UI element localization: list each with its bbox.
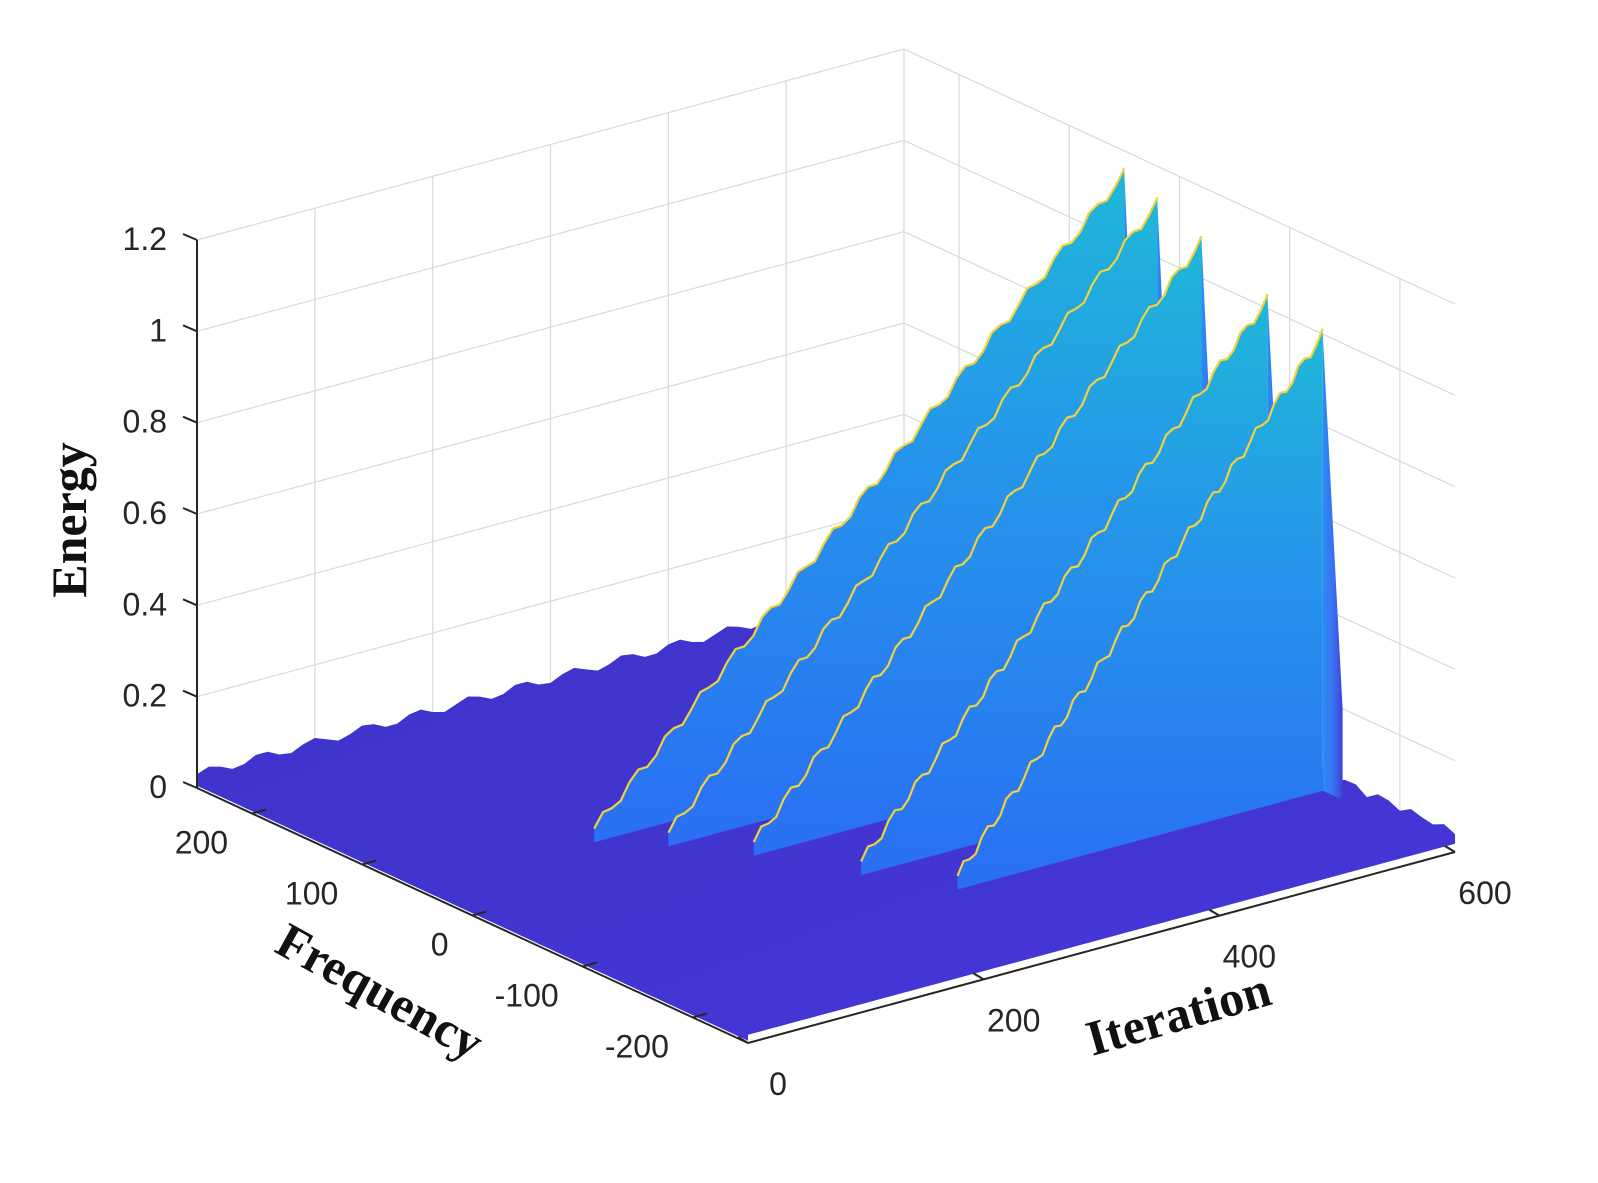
ridge-crest bbox=[667, 196, 1159, 834]
z-tick-mark bbox=[182, 781, 198, 789]
ridge-crest bbox=[860, 293, 1269, 862]
z-tick-label: 0.2 bbox=[123, 678, 167, 714]
ridge-crest bbox=[956, 328, 1324, 877]
z-tick-mark bbox=[182, 598, 198, 607]
x-axis-line bbox=[747, 851, 1456, 1044]
x-tick-label: 0 bbox=[769, 1066, 787, 1102]
ridge-crest bbox=[593, 167, 1126, 830]
x-tick-label: 400 bbox=[1223, 939, 1276, 975]
z-tick-label: 0.6 bbox=[123, 495, 167, 531]
y-tick-label: 100 bbox=[285, 876, 338, 912]
x-tick-label: 600 bbox=[1458, 875, 1511, 911]
y-tick-mark bbox=[692, 1012, 708, 1019]
ridge-face bbox=[957, 328, 1323, 890]
x-tick-label: 200 bbox=[987, 1002, 1040, 1038]
z-tick-label: 0 bbox=[149, 769, 167, 805]
ridge-crest bbox=[752, 235, 1203, 843]
y-tick-label: -100 bbox=[495, 978, 559, 1014]
z-tick-mark bbox=[182, 507, 198, 515]
z-tick-mark bbox=[182, 324, 198, 333]
y-tick-mark bbox=[472, 910, 487, 917]
x-tick-mark bbox=[1208, 908, 1220, 917]
z-tick-label: 1 bbox=[149, 312, 167, 348]
z-tick-mark bbox=[182, 415, 198, 424]
y-tick-mark bbox=[582, 961, 597, 968]
z-axis-title: Energy bbox=[41, 442, 97, 598]
y-tick-mark bbox=[362, 859, 377, 866]
y-axis-title: Frequency bbox=[267, 912, 493, 1071]
x-axis-title: Iteration bbox=[1080, 961, 1277, 1067]
ridge-end-cap bbox=[1322, 334, 1343, 800]
y-tick-label: 0 bbox=[431, 927, 449, 963]
x-tick-mark bbox=[737, 1036, 749, 1044]
y-tick-mark bbox=[251, 808, 267, 815]
z-tick-label: 1.2 bbox=[123, 221, 167, 257]
x-tick-mark bbox=[1444, 845, 1456, 853]
z-gridline bbox=[196, 48, 1456, 305]
y-tick-label: -200 bbox=[605, 1029, 669, 1065]
z-tick-label: 0.8 bbox=[123, 404, 167, 440]
x-tick-mark bbox=[973, 972, 985, 981]
z-tick-mark bbox=[182, 233, 198, 241]
z-tick-mark bbox=[182, 689, 198, 698]
z-tick-label: 0.4 bbox=[123, 586, 167, 622]
y-tick-label: 200 bbox=[175, 825, 228, 861]
